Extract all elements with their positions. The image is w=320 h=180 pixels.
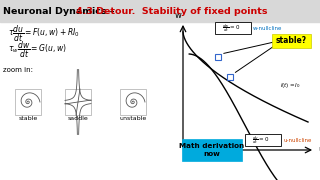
Text: $\frac{du}{dt} = 0$: $\frac{du}{dt} = 0$ — [252, 134, 269, 146]
Text: 4.3 Detour.  Stability of fixed points: 4.3 Detour. Stability of fixed points — [76, 6, 268, 15]
Bar — [15, 89, 41, 115]
Text: saddle: saddle — [68, 116, 88, 122]
Text: $I(t)=I_0$: $I(t)=I_0$ — [280, 80, 301, 89]
Text: $\tau_w \dfrac{dw}{dt} = G(u,w)$: $\tau_w \dfrac{dw}{dt} = G(u,w)$ — [8, 40, 67, 60]
Text: w-nullcline: w-nullcline — [253, 26, 282, 30]
Text: u: u — [318, 145, 320, 154]
Text: stable: stable — [18, 116, 38, 122]
Text: Neuronal Dynamics –: Neuronal Dynamics – — [3, 6, 118, 15]
FancyBboxPatch shape — [214, 21, 251, 33]
Bar — [215, 54, 221, 60]
Text: zoom in:: zoom in: — [3, 67, 33, 73]
FancyBboxPatch shape — [271, 33, 310, 48]
Text: unstable: unstable — [119, 116, 147, 122]
Bar — [0, 0, 320, 22]
Bar — [227, 74, 233, 80]
Bar — [120, 89, 146, 115]
Text: $\frac{dw}{dt} = 0$: $\frac{dw}{dt} = 0$ — [222, 22, 240, 34]
FancyBboxPatch shape — [182, 139, 242, 161]
Text: Math derivation
now: Math derivation now — [180, 143, 244, 157]
FancyBboxPatch shape — [244, 134, 281, 145]
Text: w: w — [175, 11, 181, 20]
Text: $\tau \dfrac{du}{dt} = F(u,w) + RI_0$: $\tau \dfrac{du}{dt} = F(u,w) + RI_0$ — [8, 24, 80, 44]
Bar — [65, 89, 91, 115]
Text: stable?: stable? — [276, 36, 307, 45]
Text: u-nullcline: u-nullcline — [283, 138, 311, 143]
